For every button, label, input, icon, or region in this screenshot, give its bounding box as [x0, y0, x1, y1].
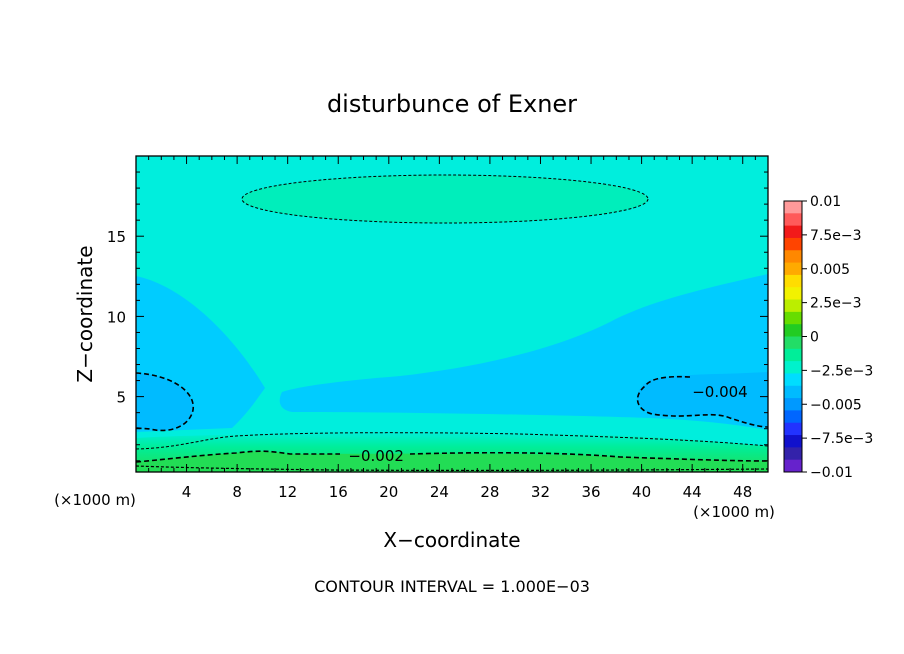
colorbar-swatch: [784, 324, 802, 337]
colorbar-swatch: [784, 385, 802, 399]
colorbar-swatch: [784, 435, 802, 448]
contour-lower-3: [136, 465, 768, 472]
colorbar-tick-label: 0.01: [810, 194, 841, 210]
colorbar-swatch: [784, 250, 802, 264]
surface-green-band: [136, 451, 768, 472]
x-tick-label: 20: [379, 483, 398, 501]
x-unit-right: (×1000 m): [693, 503, 775, 521]
colorbar-swatch: [784, 274, 802, 288]
colorbar-tick-label: −2.5e−3: [810, 363, 873, 379]
contour-lower-2b: [409, 451, 768, 462]
x-tick-label: 16: [329, 483, 348, 501]
colorbar-swatch: [784, 398, 802, 411]
x-tick-label: 40: [632, 483, 651, 501]
contour-labels: −0.004 −0.002: [348, 383, 747, 465]
colorbar-swatch: [784, 422, 802, 436]
contour-label: −0.002: [348, 447, 404, 465]
colorbar-swatch: [784, 299, 802, 313]
contour-minimum-right: [636, 375, 768, 428]
colorbar-swatch: [784, 225, 802, 239]
colorbar-swatch: [784, 237, 802, 251]
colorbar-swatch: [784, 262, 802, 276]
colorbar-swatch: [784, 447, 802, 461]
y-axis-label: Z−coordinate: [73, 245, 97, 382]
colorbar-tick-label: −0.005: [810, 397, 862, 413]
colorbar-tick-label: 7.5e−3: [810, 228, 862, 244]
x-axis-label: X−coordinate: [383, 528, 520, 552]
y-tick-label: 10: [107, 308, 126, 326]
colorbar-swatch: [784, 410, 802, 424]
minimum-left: [136, 373, 194, 431]
colorbar: 0.01 7.5e−3 0.005 2.5e−3 0 −2.5e−3 −0.005 −7.5e…: [783, 194, 873, 481]
y-tick-label: 15: [107, 228, 126, 246]
x-tick-label: 32: [531, 483, 550, 501]
colorbar-swatch: [784, 287, 802, 301]
x-tick-label: 4: [182, 483, 192, 501]
colorbar-tick-label: −0.01: [810, 465, 853, 481]
contour-interval-note: CONTOUR INTERVAL = 1.000E−03: [314, 577, 590, 596]
upper-maximum: [242, 175, 648, 223]
x-unit-left: (×1000 m): [54, 491, 136, 509]
x-tick-label: 8: [232, 483, 242, 501]
colorbar-tick-label: 0: [810, 330, 819, 346]
minimum-right: [637, 372, 768, 427]
colorbar-swatch: [784, 213, 802, 227]
y-ticks: 5 10 15: [107, 171, 768, 462]
contour-upper-maximum: [241, 174, 649, 224]
colorbar-swatch: [784, 336, 802, 350]
x-tick-label: 44: [683, 483, 702, 501]
colorbar-swatch: [784, 361, 802, 374]
plot-area: [136, 156, 768, 472]
x-ticks: 4 8 12 16 20 24 28 32 36 40 44 48: [148, 156, 756, 501]
y-tick-label: 5: [116, 389, 126, 407]
x-tick-label: 36: [581, 483, 600, 501]
contour-minimum-left: [136, 372, 194, 432]
chart-title: disturbunce of Exner: [327, 90, 577, 118]
contour-lower-2: [136, 450, 340, 463]
colorbar-tick-label: 0.005: [810, 262, 850, 278]
x-tick-label: 28: [480, 483, 499, 501]
colorbar-swatch: [784, 373, 802, 387]
contour-lower-1: [136, 432, 768, 450]
colorbar-swatch: [784, 459, 802, 473]
x-tick-label: 12: [278, 483, 297, 501]
colorbar-swatch: [784, 311, 802, 325]
colorbar-swatch: [784, 201, 802, 214]
colorbar-tick-label: 2.5e−3: [810, 296, 862, 312]
contour-label: −0.004: [692, 383, 748, 401]
colorbar-tick-label: −7.5e−3: [810, 431, 873, 447]
x-tick-label: 24: [430, 483, 449, 501]
colorbar-swatch: [784, 348, 802, 362]
x-tick-label: 48: [733, 483, 752, 501]
